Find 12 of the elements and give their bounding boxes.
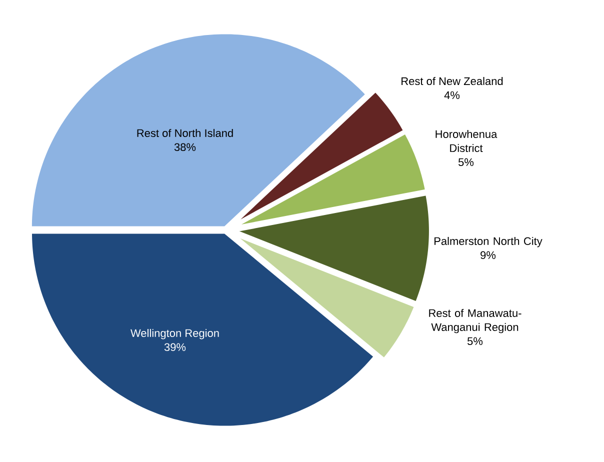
data-label: 38% [174,143,196,152]
slice-label: Horowhenua District [436,130,498,152]
slice-label: Palmerston North City [434,236,542,248]
data-label: 9% [480,251,496,260]
data-label: 4% [444,91,460,100]
slice-label: Rest of New Zealand [402,76,503,86]
data-label: 5% [467,337,483,346]
data-label: 39% [164,343,186,352]
data-label: 5% [458,158,474,166]
slice-label: Rest of Manawatu-Wanganui Region [429,308,522,334]
slice-label: Wellington Region [130,328,219,340]
slice-label: Rest of North Island [137,128,233,138]
